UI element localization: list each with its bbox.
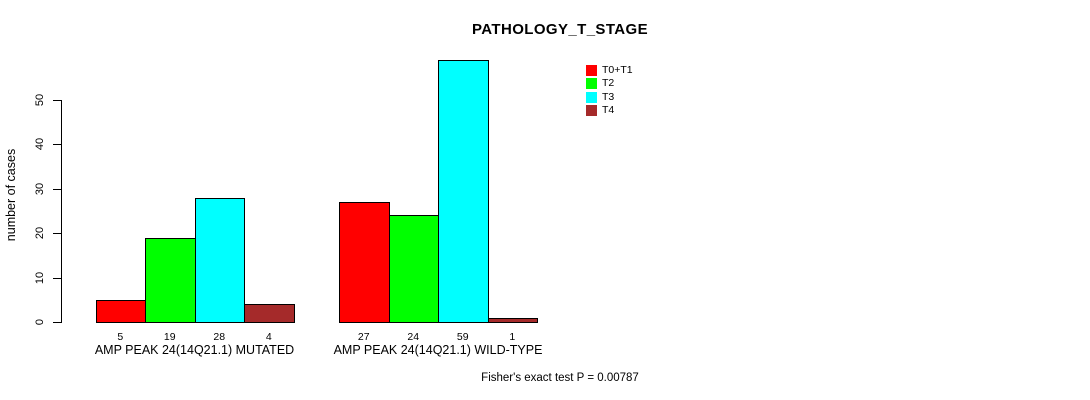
y-tick-mark xyxy=(53,277,61,279)
y-tick-label: 0 xyxy=(34,318,46,326)
bar-value-label: 5 xyxy=(117,331,124,343)
bar-t4-group2 xyxy=(487,317,538,323)
legend-label: T3 xyxy=(602,90,615,103)
chart-title: PATHOLOGY_T_STAGE xyxy=(472,21,648,38)
bar-value-label: 4 xyxy=(265,331,272,343)
legend-swatch-icon xyxy=(586,65,597,76)
y-tick-label: 20 xyxy=(34,227,46,240)
legend-swatch-icon xyxy=(586,91,597,103)
y-axis-label: number of cases xyxy=(4,148,18,242)
bar-t3-group2 xyxy=(438,60,489,323)
bar-t3-group1 xyxy=(194,197,245,323)
bar-t2-group1 xyxy=(145,237,196,323)
y-axis-line xyxy=(61,100,62,323)
y-tick-label: 40 xyxy=(34,138,46,151)
legend-label: T4 xyxy=(602,104,615,117)
bar-value-label: 27 xyxy=(357,331,370,343)
group-label-1: AMP PEAK 24(14Q21.1) MUTATED xyxy=(94,343,295,357)
fisher-test-annotation: Fisher's exact test P = 0.00787 xyxy=(481,372,639,384)
y-tick-label: 30 xyxy=(34,182,46,195)
y-tick-mark xyxy=(53,144,61,146)
legend-label: T2 xyxy=(602,77,615,90)
legend-swatch-icon xyxy=(586,105,597,117)
bar-value-label: 19 xyxy=(163,331,176,343)
y-tick-mark xyxy=(53,100,61,101)
bar-t0-t1-group1 xyxy=(95,299,146,323)
y-tick-label: 50 xyxy=(34,93,46,107)
group-label-2: AMP PEAK 24(14Q21.1) WILD-TYPE xyxy=(333,343,543,357)
bar-value-label: 28 xyxy=(213,331,226,343)
y-tick-mark xyxy=(53,233,61,235)
bar-value-label: 1 xyxy=(509,331,516,343)
y-tick-mark xyxy=(53,188,61,190)
legend-label: T0+T1 xyxy=(602,64,633,76)
bar-t4-group1 xyxy=(244,304,295,323)
y-tick-label: 10 xyxy=(34,271,46,284)
bar-t0-t1-group2 xyxy=(339,202,390,323)
bar-value-label: 24 xyxy=(407,331,420,343)
y-tick-mark xyxy=(53,322,61,323)
bar-t2-group2 xyxy=(388,215,439,323)
bar-value-label: 59 xyxy=(456,331,469,343)
legend-swatch-icon xyxy=(586,78,597,90)
